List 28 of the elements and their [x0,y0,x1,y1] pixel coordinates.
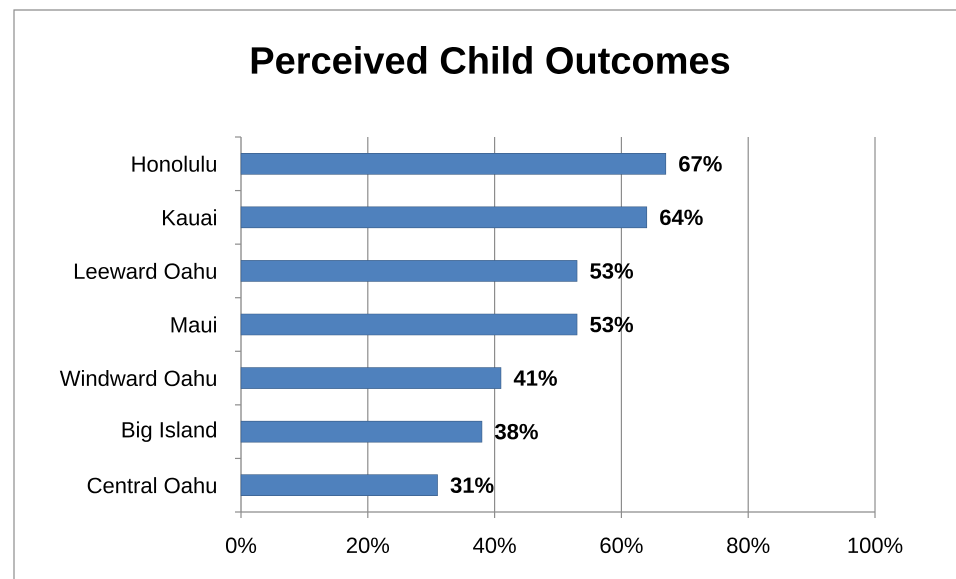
x-tick-label: 40% [473,538,516,554]
data-label: 53% [590,263,633,279]
x-tick-label: 100% [848,538,902,554]
bar [240,206,648,228]
x-tick-label: 20% [346,538,390,554]
data-label: 38% [494,424,538,440]
bar [240,152,666,175]
bar [240,420,482,442]
y-tick-label: Honolulu [132,156,216,172]
x-tick-label: 80% [727,538,770,554]
y-tick-label: Central Oahu [88,477,216,494]
bar [240,474,438,496]
bar [240,367,502,389]
chart-title: Perceived Child Outcomes [252,46,730,74]
data-label: 31% [450,477,494,494]
bar [240,314,578,336]
y-tick-label: Windward Oahu [60,370,216,386]
bar [240,260,578,282]
y-tick-label: Leeward Oahu [74,262,216,280]
data-label: 53% [590,316,633,332]
x-tick-label: 60% [600,538,643,554]
y-tick-label: Big Island [122,421,216,442]
data-label: 64% [660,210,703,226]
y-tick-label: Maui [172,316,216,333]
x-tick-label: 0% [226,538,256,554]
y-tick-label: Kauai [163,209,216,226]
data-label: 67% [679,156,722,172]
data-label: 41% [514,370,557,386]
